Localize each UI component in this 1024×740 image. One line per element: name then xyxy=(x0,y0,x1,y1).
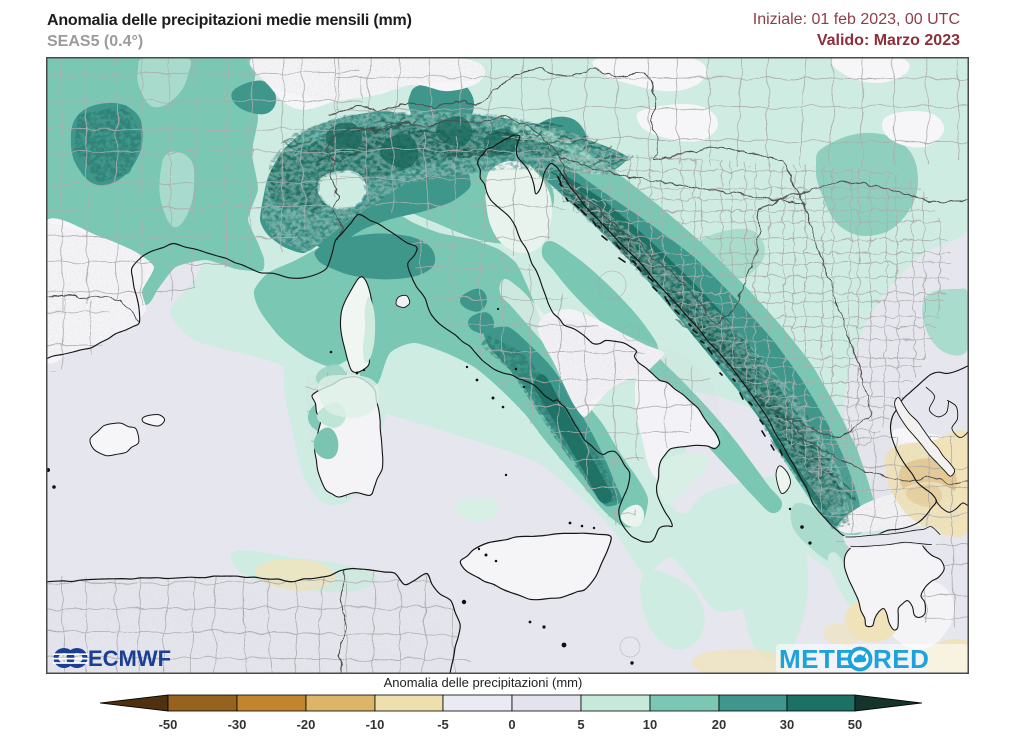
svg-text:-10: -10 xyxy=(366,717,385,732)
svg-text:ECMWF: ECMWF xyxy=(88,646,171,671)
svg-text:-20: -20 xyxy=(297,717,316,732)
svg-text:20: 20 xyxy=(712,717,726,732)
svg-text:-30: -30 xyxy=(228,717,247,732)
svg-text:-5: -5 xyxy=(437,717,449,732)
svg-text:0: 0 xyxy=(508,717,515,732)
svg-text:METE: METE xyxy=(779,644,853,674)
svg-text:RED: RED xyxy=(873,644,929,674)
svg-text:30: 30 xyxy=(780,717,794,732)
svg-text:50: 50 xyxy=(848,717,862,732)
svg-text:-50: -50 xyxy=(159,717,178,732)
svg-text:5: 5 xyxy=(577,717,584,732)
svg-text:10: 10 xyxy=(643,717,657,732)
